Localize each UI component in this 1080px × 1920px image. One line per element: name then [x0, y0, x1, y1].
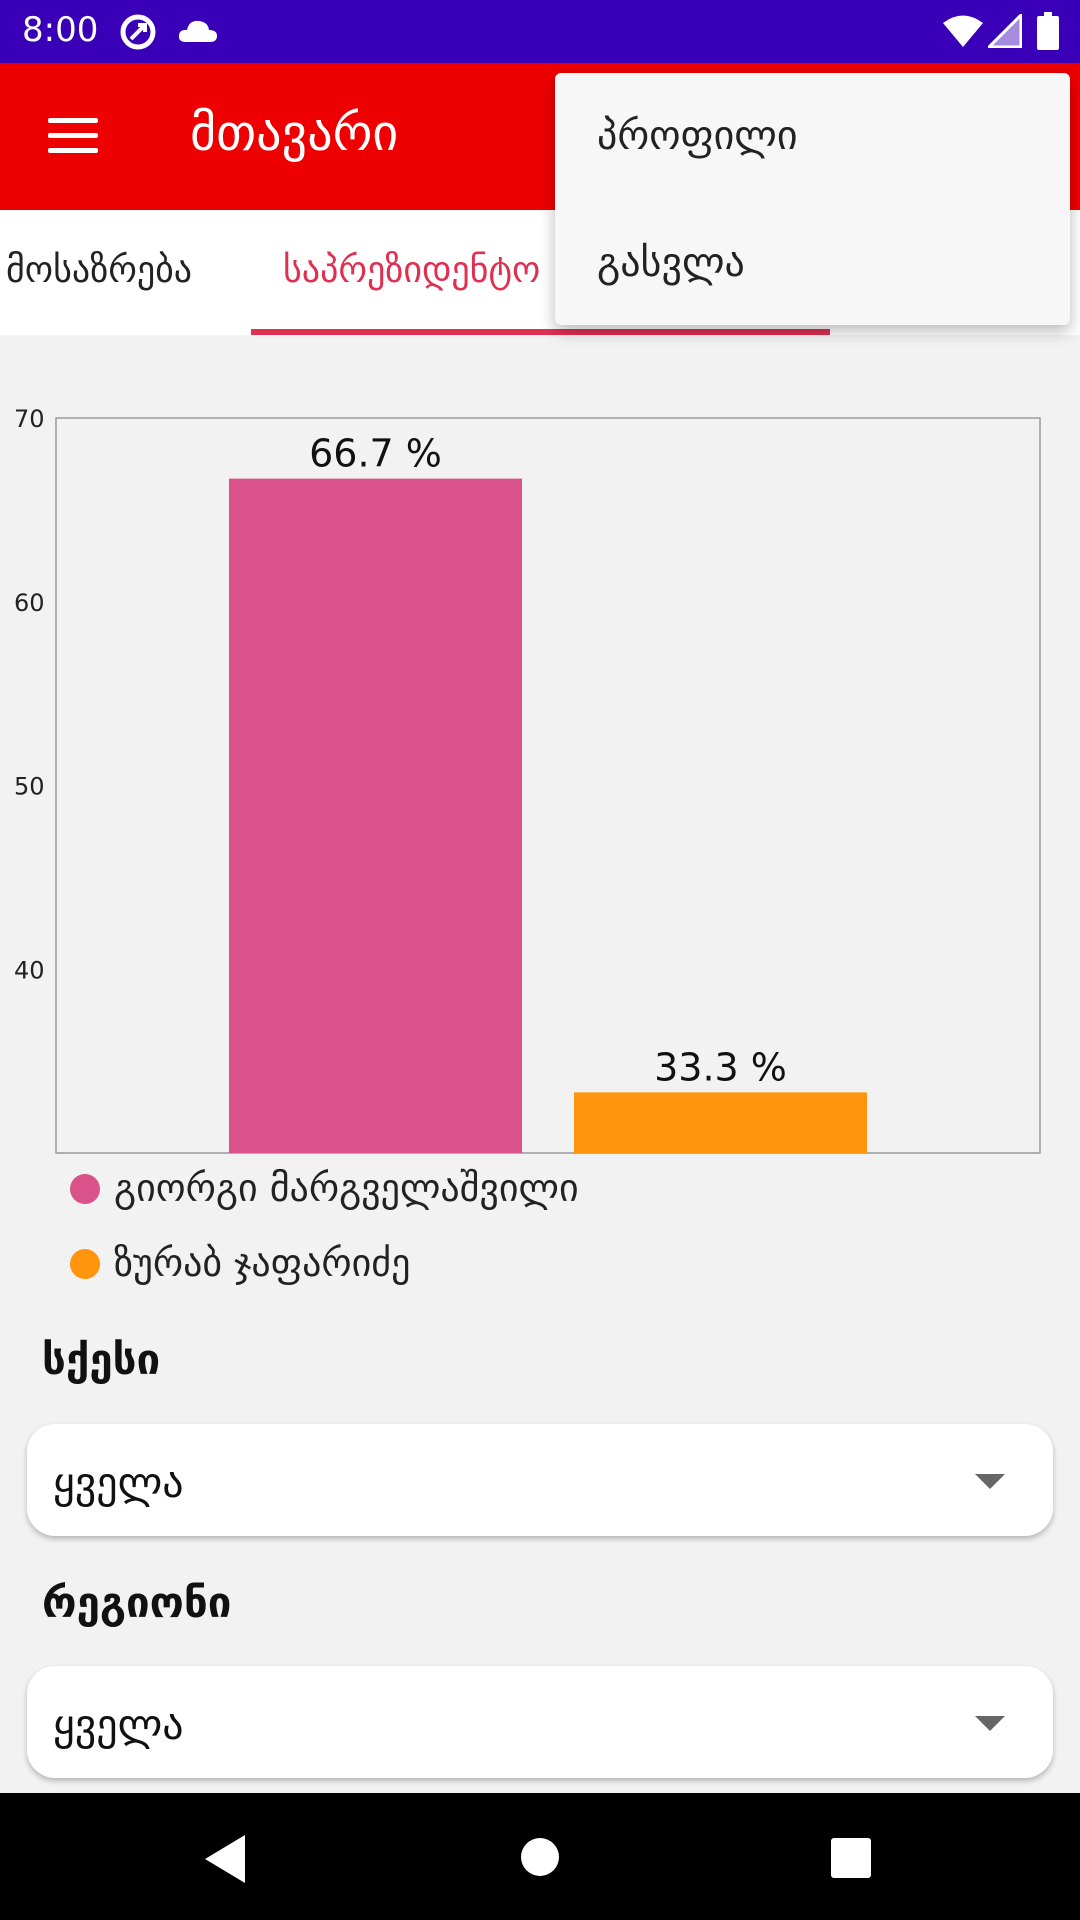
- battery-icon: [1037, 12, 1059, 50]
- dropdown-arrow-icon: [975, 1716, 1005, 1731]
- status-time: 8:00: [22, 10, 99, 50]
- overflow-menu: პროფილი გასვლა: [555, 73, 1070, 325]
- legend-label: გიორგი მარგველაშვილი: [114, 1166, 579, 1210]
- plot-frame: [55, 417, 1041, 1154]
- legend-label: ზურაბ ჯაფარიძე: [114, 1241, 411, 1285]
- dropdown-arrow-icon: [975, 1474, 1005, 1489]
- back-icon[interactable]: [205, 1835, 245, 1883]
- cloud-icon: [178, 20, 217, 42]
- recents-icon[interactable]: [831, 1838, 871, 1878]
- data-saver-icon: [120, 14, 156, 50]
- bar: [574, 1092, 867, 1153]
- wifi-icon: [943, 15, 983, 47]
- gender-dropdown[interactable]: ყველა: [27, 1424, 1053, 1536]
- legend-dot: [70, 1174, 100, 1204]
- bar-data-label: 33.3 %: [654, 1045, 787, 1089]
- tab-opinion[interactable]: მოსაზრება: [6, 250, 193, 291]
- status-bar: 8:00: [0, 0, 1080, 63]
- tab-indicator: [251, 329, 830, 335]
- cellular-signal-icon: [988, 14, 1022, 48]
- gender-filter-label: სქესი: [42, 1335, 161, 1384]
- legend-dot: [70, 1249, 100, 1279]
- bar-data-label: 66.7 %: [309, 432, 442, 476]
- region-dropdown-value: ყველა: [53, 1700, 184, 1749]
- app-title: მთავარი: [190, 104, 399, 162]
- gender-dropdown-value: ყველა: [53, 1458, 184, 1507]
- y-tick-label: 60: [14, 589, 45, 617]
- menu-item-logout[interactable]: გასვლა: [597, 240, 745, 286]
- tab-presidential[interactable]: საპრეზიდენტო: [283, 250, 541, 291]
- y-tick-label: 70: [14, 405, 45, 433]
- y-tick-label: 50: [14, 773, 45, 801]
- bar: [229, 478, 522, 1153]
- region-dropdown[interactable]: ყველა: [27, 1666, 1053, 1778]
- bar-chart: 40 50 60 70 66.7 % 33.3 %: [14, 405, 1041, 1154]
- menu-item-profile[interactable]: პროფილი: [597, 113, 798, 159]
- hamburger-menu-icon[interactable]: [48, 118, 98, 154]
- region-filter-label: რეგიონი: [42, 1578, 232, 1627]
- y-tick-label: 40: [14, 956, 45, 984]
- home-icon[interactable]: [521, 1838, 559, 1876]
